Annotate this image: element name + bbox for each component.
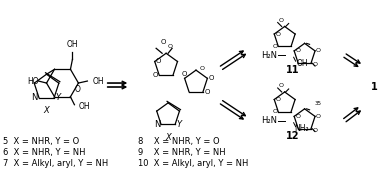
Text: OH: OH bbox=[78, 102, 90, 111]
Text: 8    X = NHR, Y = O: 8 X = NHR, Y = O bbox=[138, 137, 220, 146]
Text: X: X bbox=[44, 106, 50, 115]
Text: O: O bbox=[272, 44, 277, 49]
Text: O: O bbox=[160, 39, 166, 45]
Text: 12: 12 bbox=[286, 131, 300, 141]
Text: O: O bbox=[295, 114, 300, 119]
Text: H₂N: H₂N bbox=[261, 116, 277, 125]
Text: H₂N: H₂N bbox=[261, 51, 277, 60]
Text: O: O bbox=[295, 48, 300, 53]
Text: O: O bbox=[313, 128, 318, 132]
Text: HO: HO bbox=[27, 76, 38, 86]
Text: N: N bbox=[32, 93, 38, 102]
Text: O: O bbox=[316, 114, 321, 119]
Text: N: N bbox=[154, 120, 160, 129]
Text: O: O bbox=[279, 83, 284, 88]
Text: Y: Y bbox=[176, 120, 181, 129]
Text: O: O bbox=[156, 58, 161, 65]
Text: 6  X = NHR, Y = NH: 6 X = NHR, Y = NH bbox=[3, 148, 85, 157]
Text: OH: OH bbox=[92, 76, 104, 86]
Text: O: O bbox=[200, 66, 205, 71]
Text: O: O bbox=[208, 75, 214, 81]
Text: OH: OH bbox=[297, 59, 308, 68]
Text: Y: Y bbox=[55, 93, 60, 102]
Text: 5  X = NHR, Y = O: 5 X = NHR, Y = O bbox=[3, 137, 79, 146]
Text: O: O bbox=[205, 89, 210, 95]
Text: O: O bbox=[275, 32, 280, 37]
Text: O: O bbox=[168, 44, 173, 49]
Text: 35: 35 bbox=[315, 101, 322, 106]
Text: 9    X = NHR, Y = NH: 9 X = NHR, Y = NH bbox=[138, 148, 226, 157]
Text: 1: 1 bbox=[371, 82, 378, 92]
Text: X: X bbox=[165, 133, 171, 142]
Text: O: O bbox=[153, 72, 158, 78]
Text: O: O bbox=[313, 62, 318, 67]
Text: OH: OH bbox=[67, 40, 78, 50]
Text: O: O bbox=[316, 48, 321, 53]
Text: O: O bbox=[74, 85, 80, 94]
Text: O: O bbox=[272, 109, 277, 114]
Text: 11: 11 bbox=[286, 65, 300, 75]
Text: 7  X = Alkyl, aryl, Y = NH: 7 X = Alkyl, aryl, Y = NH bbox=[3, 159, 108, 168]
Text: 10  X = Alkyl, aryl, Y = NH: 10 X = Alkyl, aryl, Y = NH bbox=[138, 159, 248, 168]
Text: O: O bbox=[279, 18, 284, 23]
Text: O: O bbox=[182, 71, 187, 77]
Text: O: O bbox=[275, 97, 280, 102]
Text: NH₂: NH₂ bbox=[294, 124, 309, 133]
